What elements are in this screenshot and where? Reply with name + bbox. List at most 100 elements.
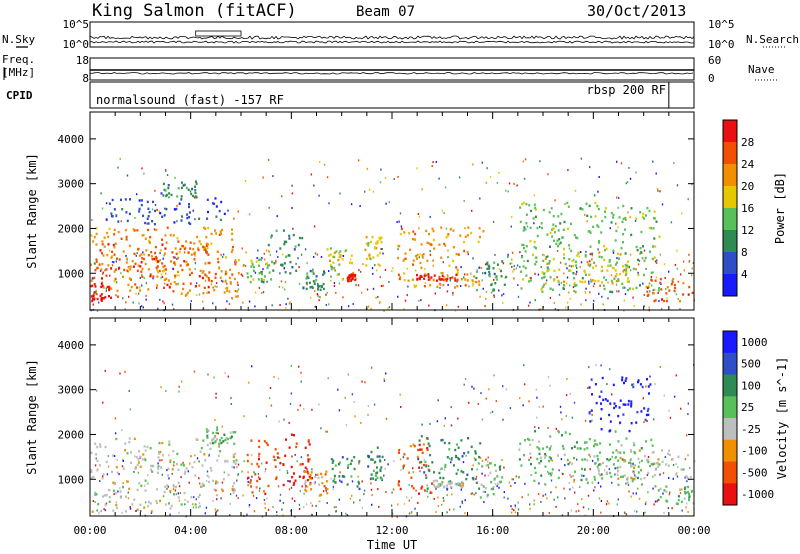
- range-cell: [311, 477, 314, 480]
- range-cell: [531, 438, 534, 442]
- noise-cell: [105, 502, 108, 505]
- noise-cell: [327, 377, 329, 380]
- noise-cell: [652, 487, 654, 490]
- range-cell: [123, 268, 126, 272]
- range-cell: [146, 217, 149, 220]
- noise-cell: [205, 506, 208, 509]
- range-cell: [100, 293, 103, 296]
- range-cell: [307, 458, 310, 461]
- range-cell: [617, 483, 620, 486]
- range-cell: [344, 249, 347, 253]
- noise-cell: [178, 390, 180, 393]
- range-cell: [147, 254, 150, 257]
- range-cell: [634, 475, 637, 479]
- range-cell: [100, 285, 103, 289]
- range-cell: [146, 482, 149, 485]
- range-cell: [651, 451, 654, 454]
- range-cell: [341, 456, 344, 459]
- range-cell: [588, 273, 591, 276]
- noise-cell: [511, 251, 514, 254]
- noise-cell: [632, 492, 634, 495]
- noise-cell: [330, 477, 332, 480]
- range-cell: [675, 473, 678, 476]
- range-cell: [421, 485, 424, 488]
- range-cell: [594, 215, 597, 218]
- range-cell: [653, 237, 656, 240]
- range-cell: [443, 242, 446, 246]
- noise-cell: [267, 508, 270, 511]
- range-cell: [645, 285, 648, 289]
- noise-cell: [629, 177, 632, 180]
- range-cell: [494, 469, 497, 472]
- range-cell: [338, 461, 341, 464]
- noise-cell: [358, 462, 360, 465]
- range-cell: [650, 463, 653, 466]
- range-cell: [637, 379, 640, 382]
- range-cell: [283, 240, 286, 243]
- noise-cell: [267, 264, 269, 267]
- noise-cell: [198, 502, 201, 505]
- range-cell: [233, 442, 236, 445]
- noise-cell: [628, 166, 630, 169]
- range-cell: [593, 261, 596, 265]
- noise-cell: [319, 296, 321, 299]
- noise-cell: [177, 492, 179, 495]
- range-cell: [101, 240, 104, 243]
- noise-cell: [681, 509, 683, 512]
- noise-cell: [92, 303, 94, 306]
- noise-cell: [412, 467, 414, 470]
- noise-cell: [447, 275, 449, 278]
- velocity-ytick-4000: 4000: [58, 339, 85, 352]
- noise-cell: [656, 500, 658, 503]
- noise-cell: [482, 287, 484, 290]
- range-cell: [596, 454, 599, 458]
- range-cell: [138, 207, 141, 211]
- noise-cell: [300, 456, 303, 459]
- noise-cell: [161, 473, 163, 476]
- noise-cell: [566, 377, 568, 380]
- noise-cell: [524, 158, 527, 161]
- range-cell: [283, 262, 286, 265]
- noise-cell: [417, 501, 419, 504]
- noise-cell: [655, 262, 658, 264]
- range-cell: [426, 447, 429, 450]
- noise-cell: [597, 481, 600, 484]
- noise-cell: [205, 480, 208, 483]
- range-cell: [599, 463, 602, 466]
- range-cell: [114, 268, 117, 271]
- range-cell: [156, 284, 159, 287]
- range-cell: [306, 478, 309, 482]
- range-cell: [600, 269, 603, 272]
- range-cell: [332, 479, 335, 483]
- range-cell: [182, 245, 184, 248]
- range-cell: [194, 285, 197, 288]
- noise-cell: [138, 302, 140, 305]
- range-cell: [563, 257, 566, 260]
- noise-cell: [220, 497, 222, 500]
- noise-cell: [214, 285, 216, 288]
- noise-cell: [580, 303, 582, 306]
- range-cell: [139, 465, 142, 468]
- noise-cell: [447, 256, 449, 259]
- range-cell: [95, 258, 98, 261]
- range-cell: [623, 381, 625, 385]
- range-cell: [442, 278, 445, 282]
- range-cell: [661, 449, 663, 452]
- range-cell: [338, 252, 341, 255]
- range-cell: [496, 475, 499, 478]
- range-cell: [124, 198, 127, 201]
- noise-cell: [529, 301, 531, 304]
- noise-cell: [322, 490, 325, 493]
- noise-cell: [160, 386, 162, 389]
- range-cell: [112, 481, 115, 485]
- noise-cell: [480, 392, 482, 395]
- range-cell: [644, 256, 647, 260]
- range-cell: [418, 439, 421, 442]
- nsky-strip-frame: [89, 21, 695, 48]
- range-cell: [347, 276, 350, 279]
- noise-cell: [391, 270, 393, 273]
- range-cell: [172, 256, 175, 259]
- noise-cell: [181, 380, 183, 383]
- noise-cell: [314, 252, 317, 255]
- range-cell: [607, 264, 610, 267]
